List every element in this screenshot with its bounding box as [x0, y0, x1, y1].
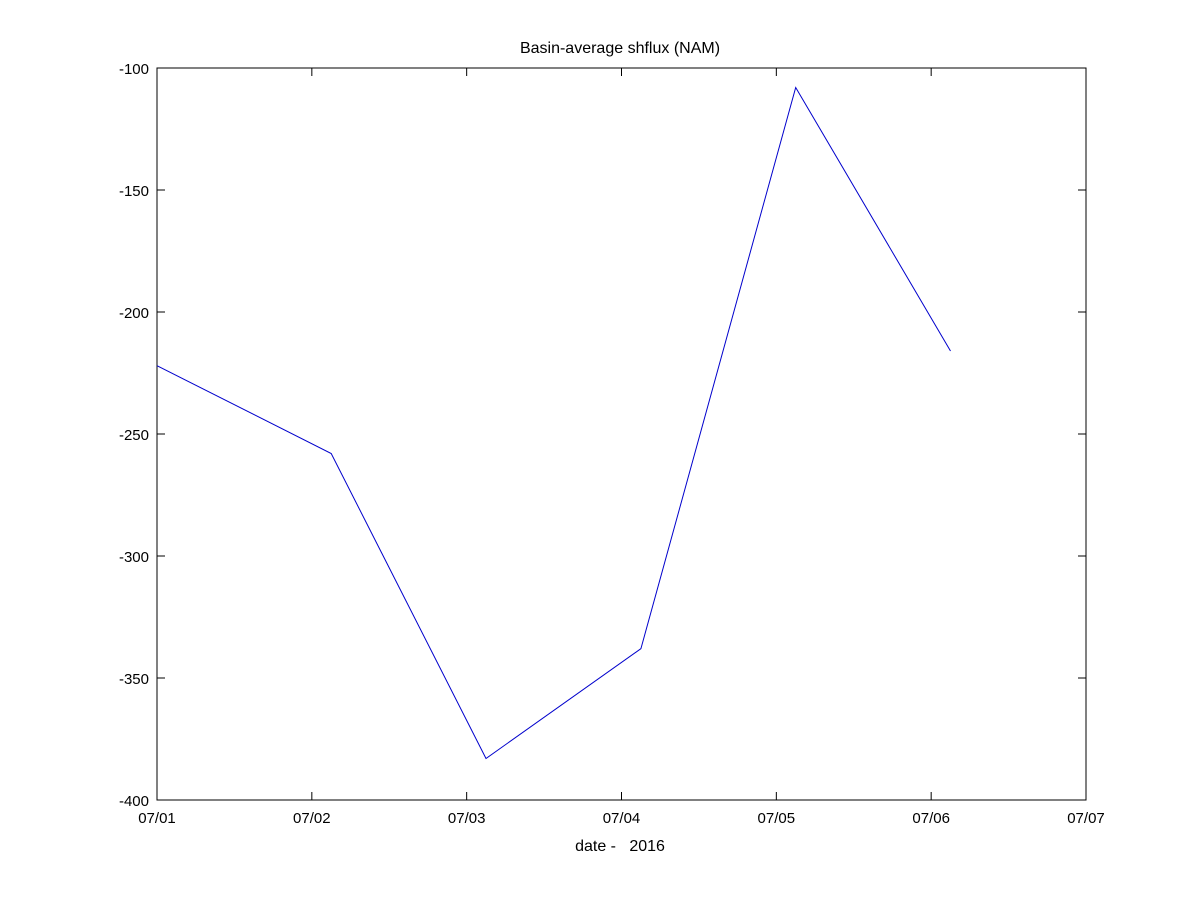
- x-tick-label: 07/02: [293, 810, 331, 827]
- x-tick-label: 07/01: [138, 810, 176, 827]
- y-axis: -100 -150 -200 -250 -300 -350 -400: [119, 61, 1086, 810]
- y-tick-label: -300: [119, 549, 149, 566]
- y-tick-label: -350: [119, 671, 149, 688]
- x-axis: 07/01 07/02 07/03 07/04 07/05 07/06 07/07: [138, 68, 1105, 827]
- x-tick-label: 07/06: [912, 810, 950, 827]
- series-line: [156, 86, 951, 760]
- y-tick-label: -200: [119, 305, 149, 322]
- x-tick-label: 07/04: [603, 810, 641, 827]
- x-tick-label: 07/07: [1067, 810, 1105, 827]
- chart-title: Basin-average shflux (NAM): [520, 40, 720, 57]
- y-tick-label: -100: [119, 61, 149, 78]
- x-tick-label: 07/03: [448, 810, 486, 827]
- plot-frame: [156, 67, 1087, 801]
- y-tick-label: -400: [119, 793, 149, 810]
- x-tick-label: 07/05: [758, 810, 796, 827]
- y-tick-label: -150: [119, 183, 149, 200]
- y-tick-label: -250: [119, 427, 149, 444]
- x-axis-label: date - 2016: [575, 838, 665, 855]
